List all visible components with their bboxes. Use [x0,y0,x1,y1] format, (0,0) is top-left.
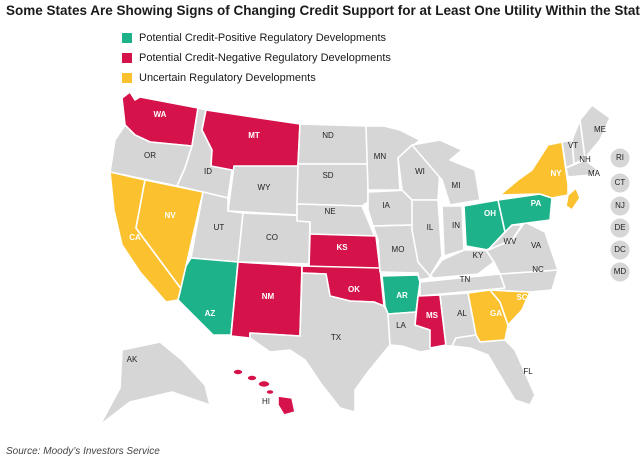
circle-CT [609,172,631,194]
label-IN: IN [452,221,460,230]
legend-swatch-negative [122,53,132,63]
label-UT: UT [214,223,225,232]
label-NJ: NJ [615,201,625,210]
state-AZ [177,257,239,336]
legend-swatch-uncertain [122,73,132,83]
label-MT: MT [248,131,260,140]
label-LA: LA [396,321,406,330]
label-WA: WA [154,110,167,119]
state-FL [451,334,536,406]
label-WY: WY [258,183,272,192]
circle-MD [609,261,631,283]
state-ME [579,104,611,159]
label-TX: TX [331,333,342,342]
label-IA: IA [382,201,390,210]
hi-island-big [277,395,296,416]
label-DC: DC [614,245,626,254]
label-MN: MN [374,152,387,161]
label-PA: PA [531,199,542,208]
label-AL: AL [457,309,467,318]
legend-label-negative: Potential Credit-Negative Regulatory Dev… [139,52,391,64]
label-CT: CT [615,178,626,187]
legend-label-uncertain: Uncertain Regulatory Developments [139,72,316,84]
label-OR: OR [144,151,156,160]
state-TX [249,272,391,413]
state-labels: WA OR CA NV ID MT WY UT AZ CO NM ND SD N… [127,110,627,406]
state-IN [441,205,465,257]
legend: Potential Credit-Positive Regulatory Dev… [122,28,391,88]
label-MA: MA [588,169,601,178]
label-KY: KY [473,251,484,260]
label-MS: MS [426,311,439,320]
state-SD [296,163,369,207]
legend-item-positive: Potential Credit-Positive Regulatory Dev… [122,28,391,48]
label-CO: CO [266,233,278,242]
hi-island-1 [232,368,244,376]
legend-item-negative: Potential Credit-Negative Regulatory Dev… [122,48,391,68]
circle-RI [609,147,631,169]
label-VT: VT [568,141,578,150]
circle-NJ [609,195,631,217]
label-HI: HI [262,397,270,406]
state-AK [99,341,211,426]
label-ID: ID [204,167,212,176]
label-TN: TN [460,275,471,284]
small-state-circles [609,147,631,283]
label-OK: OK [348,285,360,294]
state-MI [411,139,481,206]
states-layer [99,91,611,426]
circle-DE [609,217,631,239]
hi-island-3 [257,379,271,389]
label-NM: NM [262,292,275,301]
label-NV: NV [164,211,176,220]
label-MD: MD [614,267,627,276]
label-ND: ND [322,131,334,140]
label-NY: NY [550,169,562,178]
label-ME: ME [594,125,606,134]
label-IL: IL [427,223,434,232]
state-ND [297,123,369,165]
label-AR: AR [396,291,408,300]
label-MI: MI [452,181,461,190]
label-MO: MO [392,245,405,254]
hi-island-4 [265,388,275,396]
legend-label-positive: Potential Credit-Positive Regulatory Dev… [139,32,387,44]
label-WV: WV [504,237,518,246]
hi-island-2 [246,374,258,382]
label-SC: SC [516,293,527,302]
label-VA: VA [531,241,542,250]
label-CA: CA [129,233,141,242]
state-NJ [565,187,581,211]
label-AK: AK [127,355,138,364]
label-NH: NH [579,155,591,164]
legend-swatch-positive [122,33,132,43]
chart-title: Some States Are Showing Signs of Changin… [6,3,640,18]
label-DE: DE [614,223,625,232]
state-HI [232,368,296,416]
state-MA [565,159,599,178]
label-FL: FL [523,367,533,376]
legend-item-uncertain: Uncertain Regulatory Developments [122,68,391,88]
label-SD: SD [322,171,333,180]
label-AZ: AZ [205,309,216,318]
source-note: Source: Moody’s Investors Service [6,446,160,457]
label-NC: NC [532,265,544,274]
label-NE: NE [324,207,335,216]
label-RI: RI [616,153,624,162]
label-WI: WI [415,167,425,176]
circle-DC [609,239,631,261]
label-GA: GA [490,309,502,318]
label-KS: KS [336,243,348,252]
label-OH: OH [484,209,496,218]
